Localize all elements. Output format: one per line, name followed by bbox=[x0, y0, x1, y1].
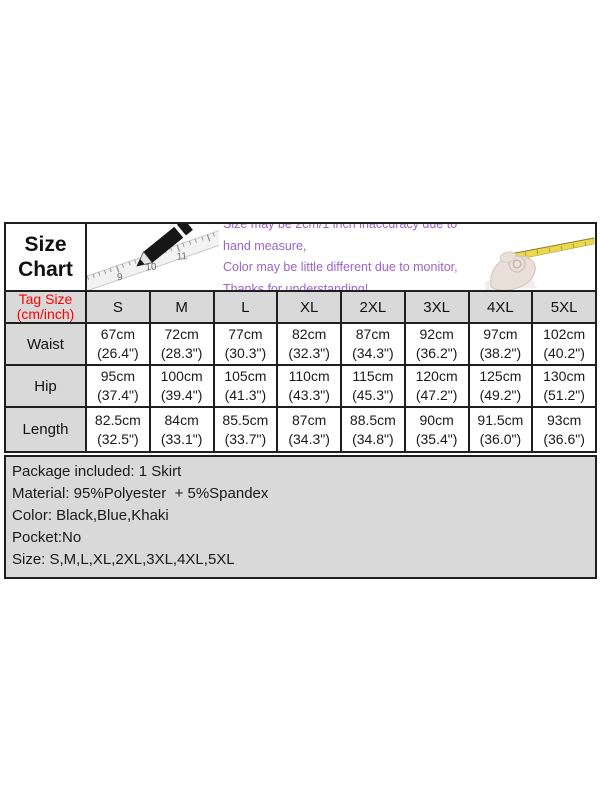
hip-s: 95cm (37.4") bbox=[85, 364, 151, 408]
length-l: 85.5cm (33.7") bbox=[212, 406, 279, 453]
detail-size: Size: S,M,L,XL,2XL,3XL,4XL,5XL bbox=[12, 551, 235, 568]
hip-row: Hip 95cm (37.4") 100cm (39.4") 105cm (41.3"… bbox=[4, 364, 597, 408]
size-col-3xl: 3XL bbox=[403, 290, 470, 324]
size-chart-panel: Size Chart 9 10 11 bbox=[4, 222, 597, 579]
note-line-3: Thanks for understanding! bbox=[223, 281, 369, 291]
size-col-xl: XL bbox=[276, 290, 342, 324]
waist-xl: 82cm (32.3") bbox=[276, 322, 342, 366]
length-4xl: 91.5cm (36.0") bbox=[467, 406, 534, 453]
waist-3xl: 92cm (36.2") bbox=[403, 322, 470, 366]
product-details-box: Package included: 1 Skirt Material: 95%P… bbox=[4, 455, 597, 579]
size-col-m: M bbox=[148, 290, 215, 324]
size-header-row: Tag Size (cm/inch) S M L XL 2XL 3XL 4XL … bbox=[4, 290, 597, 324]
waist-4xl: 97cm (38.2") bbox=[467, 322, 534, 366]
hip-3xl: 120cm (47.2") bbox=[403, 364, 470, 408]
row-label-length: Length bbox=[4, 406, 87, 453]
note-line-1: Size may be 2cm/1 inch inaccuracy due to… bbox=[223, 223, 458, 253]
size-chart-table: Size Chart 9 10 11 bbox=[4, 222, 597, 453]
note-line-2: Color may be little different due to mon… bbox=[223, 260, 458, 274]
pencil-ruler-icon: 9 10 11 bbox=[88, 225, 219, 289]
banner-cell: 9 10 11 Size may be 2cm/1 inch inaccurac… bbox=[85, 222, 597, 292]
size-col-2xl: 2XL bbox=[340, 290, 406, 324]
size-col-4xl: 4XL bbox=[467, 290, 534, 324]
hip-l: 105cm (41.3") bbox=[212, 364, 279, 408]
size-col-s: S bbox=[85, 290, 151, 324]
svg-text:11: 11 bbox=[176, 251, 188, 263]
detail-material: Material: 95%Polyester + 5%Spandex bbox=[12, 485, 269, 502]
disclaimer-notes: Size may be 2cm/1 inch inaccuracy due to… bbox=[219, 223, 483, 291]
length-3xl: 90cm (35.4") bbox=[403, 406, 470, 453]
size-col-l: L bbox=[212, 290, 279, 324]
tag-size-header: Tag Size (cm/inch) bbox=[4, 290, 87, 324]
length-m: 84cm (33.1") bbox=[148, 406, 215, 453]
detail-pocket: Pocket:No bbox=[12, 529, 82, 546]
length-2xl: 88.5cm (34.8") bbox=[340, 406, 406, 453]
waist-m: 72cm (28.3") bbox=[148, 322, 215, 366]
size-col-5xl: 5XL bbox=[531, 290, 597, 324]
length-row: Length 82.5cm (32.5") 84cm (33.1") 85.5cm(… bbox=[4, 406, 597, 453]
waist-2xl: 87cm (34.3") bbox=[340, 322, 406, 366]
detail-color: Color: Black,Blue,Khaki bbox=[12, 507, 169, 524]
banner-content: 9 10 11 Size may be 2cm/1 inch inaccurac… bbox=[88, 223, 594, 291]
row-label-waist: Waist bbox=[4, 322, 87, 366]
hip-xl: 110cm (43.3") bbox=[276, 364, 342, 408]
hip-2xl: 115cm (45.3") bbox=[340, 364, 406, 408]
row-label-hip: Hip bbox=[4, 364, 87, 408]
waist-row: Waist 67cm (26.4") 72cm (28.3") 77cm (30.3"… bbox=[4, 322, 597, 366]
detail-package: Package included: 1 Skirt bbox=[12, 463, 182, 480]
hip-m: 100cm (39.4") bbox=[148, 364, 215, 408]
length-xl: 87cm (34.3") bbox=[276, 406, 342, 453]
waist-5xl: 102cm (40.2") bbox=[531, 322, 597, 366]
svg-text:10: 10 bbox=[145, 262, 157, 274]
page-title: Size Chart bbox=[4, 222, 87, 292]
hand-measuring-tape-icon bbox=[485, 237, 594, 289]
svg-text:9: 9 bbox=[117, 272, 124, 283]
hip-5xl: 130cm (51.2") bbox=[531, 364, 597, 408]
length-s: 82.5cm (32.5") bbox=[85, 406, 151, 453]
hip-4xl: 125cm (49.2") bbox=[467, 364, 534, 408]
length-5xl: 93cm (36.6") bbox=[531, 406, 597, 453]
banner-row: Size Chart 9 10 11 bbox=[4, 222, 597, 292]
waist-l: 77cm (30.3") bbox=[212, 322, 279, 366]
waist-s: 67cm (26.4") bbox=[85, 322, 151, 366]
